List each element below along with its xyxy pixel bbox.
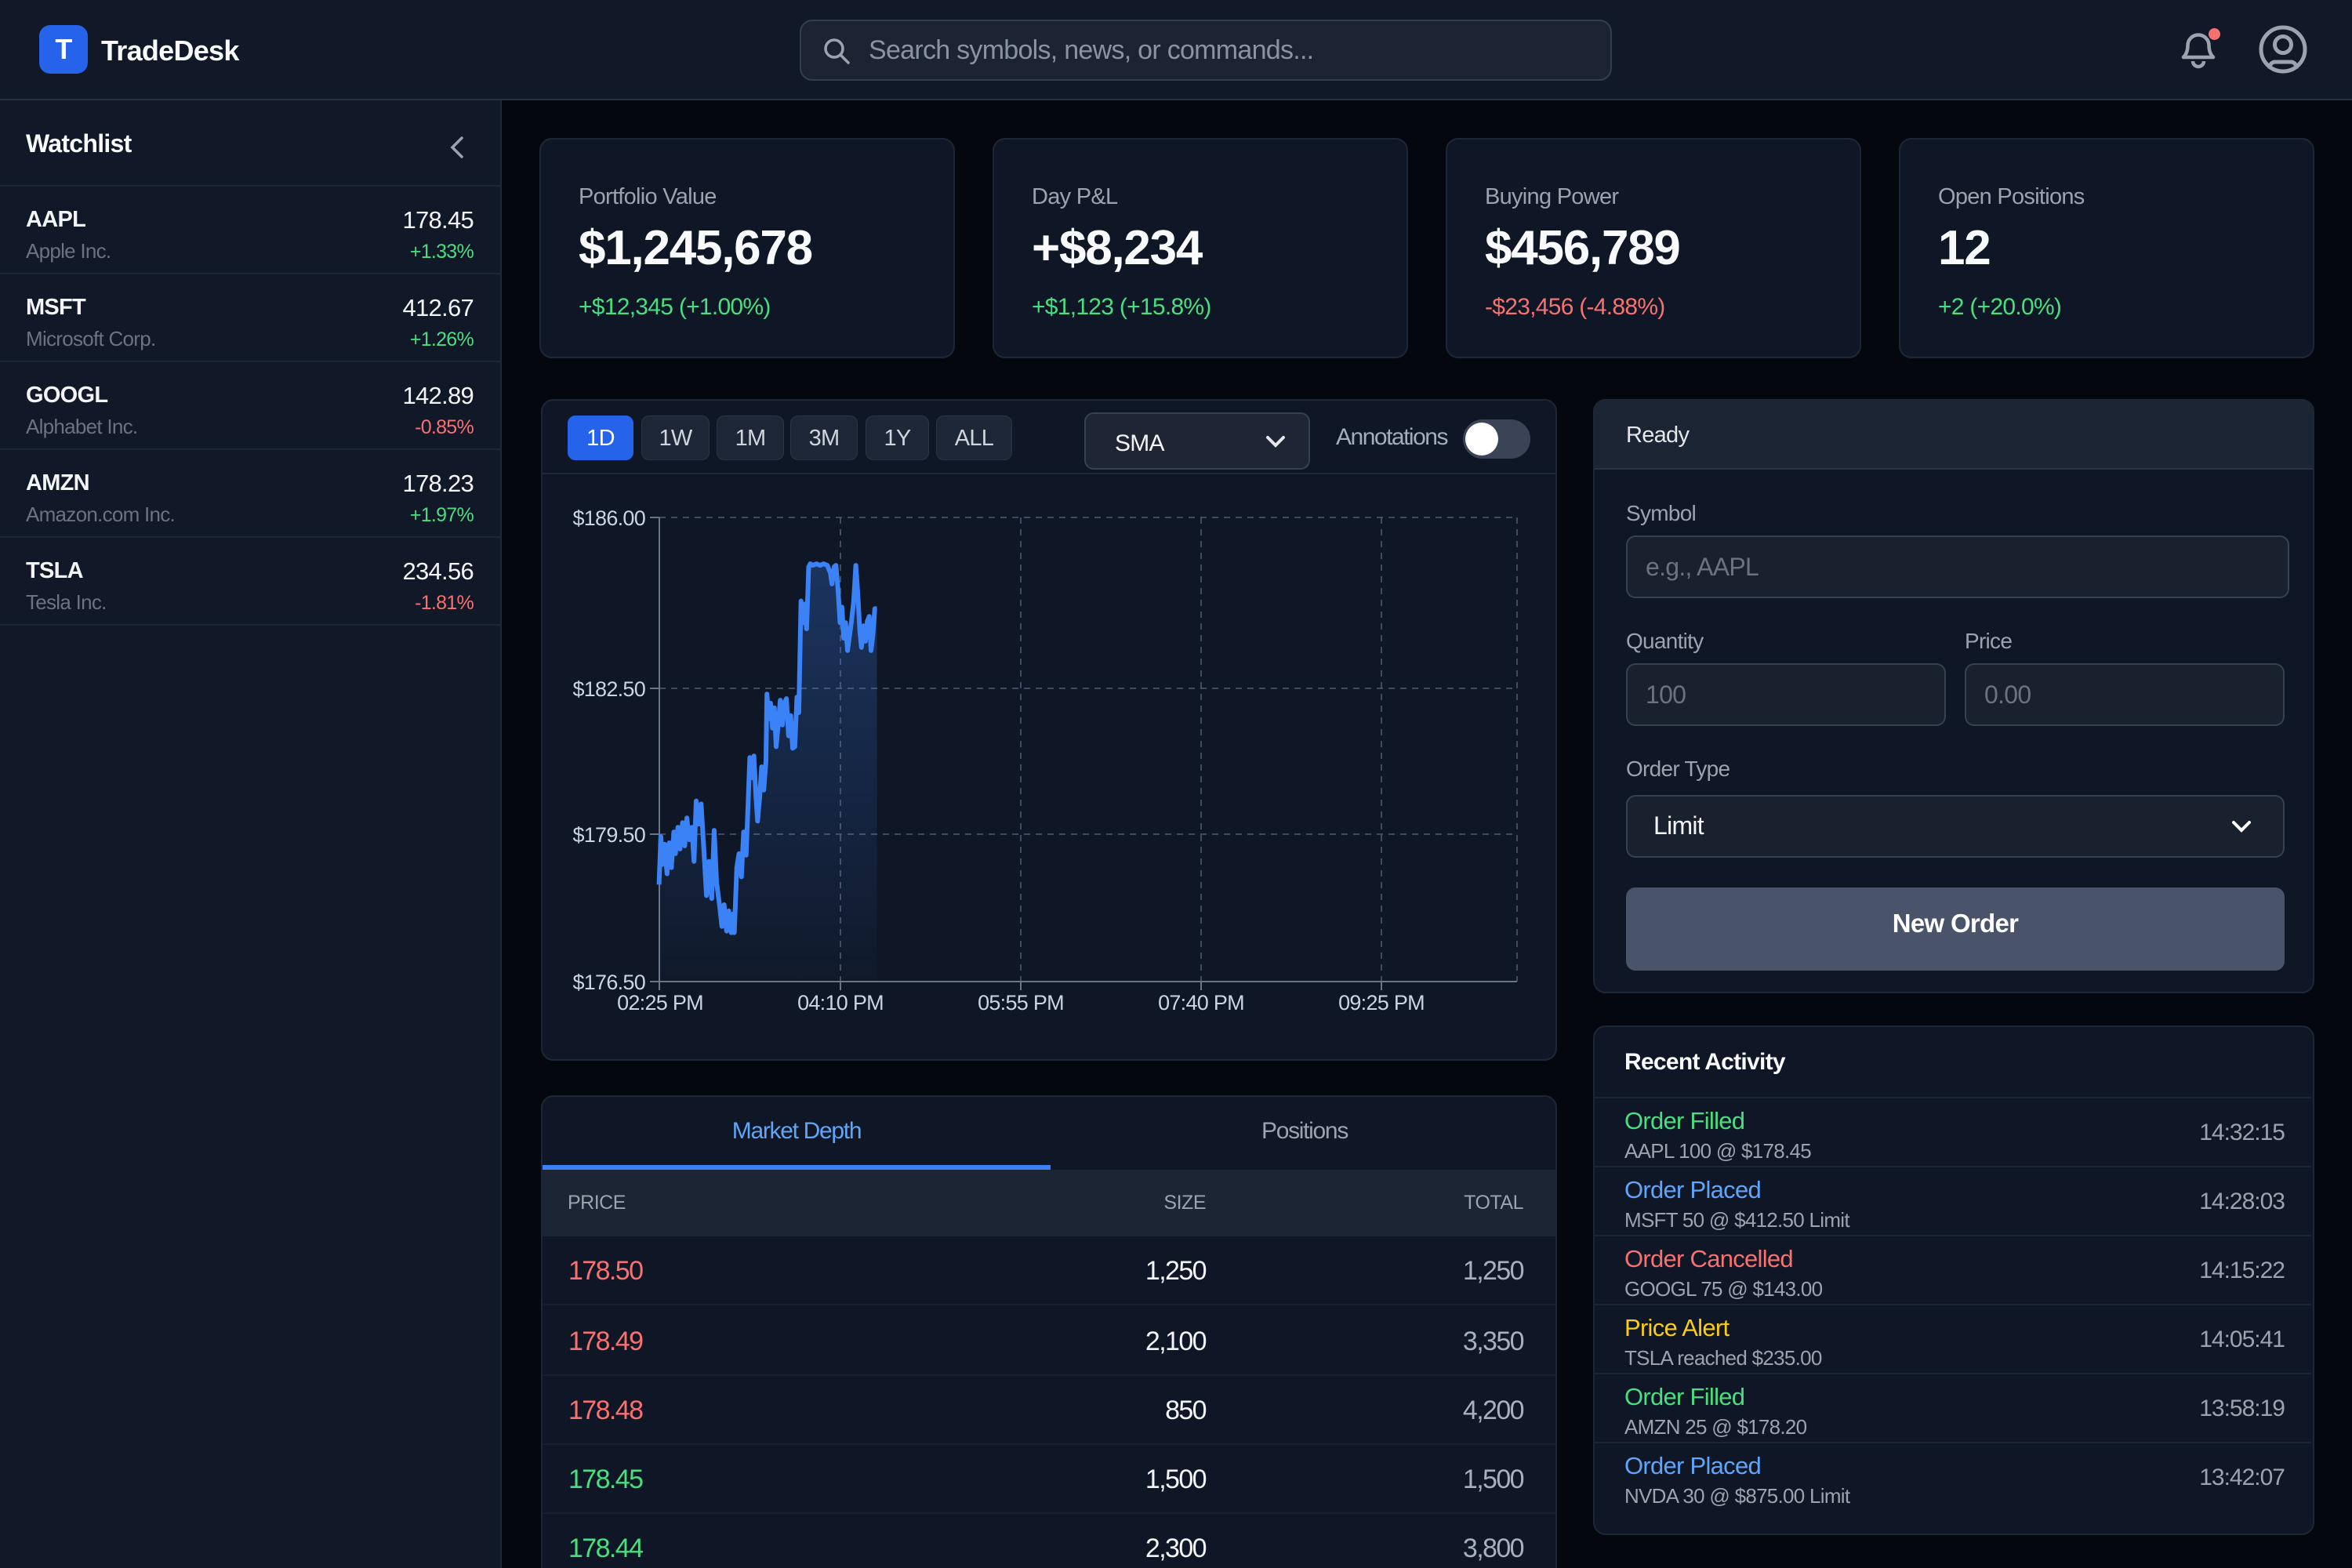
svg-text:04:10 PM: 04:10 PM: [797, 991, 884, 1014]
svg-text:09:25 PM: 09:25 PM: [1338, 991, 1425, 1014]
svg-text:$179.50: $179.50: [572, 823, 645, 847]
svg-text:$186.00: $186.00: [572, 506, 645, 530]
svg-text:$176.50: $176.50: [572, 971, 645, 994]
svg-text:05:55 PM: 05:55 PM: [978, 991, 1064, 1014]
svg-text:$182.50: $182.50: [572, 677, 645, 701]
svg-text:02:25 PM: 02:25 PM: [617, 991, 703, 1014]
svg-text:07:40 PM: 07:40 PM: [1158, 991, 1244, 1014]
